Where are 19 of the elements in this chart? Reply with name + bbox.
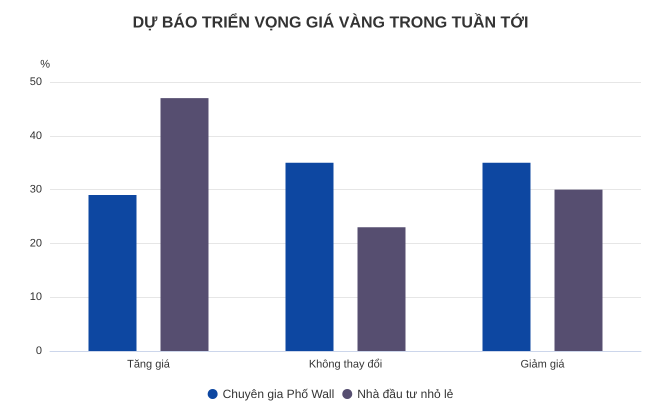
y-tick-label: 0: [36, 345, 42, 357]
chart-title: DỰ BÁO TRIỂN VỌNG GIÁ VÀNG TRONG TUẦN TỚI: [132, 12, 528, 32]
y-tick-label: 20: [30, 237, 42, 250]
y-tick-label: 30: [30, 184, 42, 196]
bar: [482, 162, 530, 351]
legend-label: Nhà đầu tư nhỏ lẻ: [357, 387, 454, 401]
x-tick-label: Giảm giá: [520, 358, 566, 370]
legend-label: Chuyên gia Phố Wall: [222, 387, 334, 401]
bar: [358, 227, 406, 351]
y-tick-label: 50: [30, 76, 42, 88]
y-axis-title: %: [40, 58, 50, 70]
bar: [286, 162, 334, 351]
bar: [160, 98, 208, 351]
bar: [88, 194, 136, 351]
bar: [554, 190, 602, 351]
x-tick-label: Không thay đổi: [308, 358, 382, 370]
x-tick-label: Tăng giá: [127, 358, 171, 370]
y-tick-label: 40: [30, 130, 42, 142]
y-tick-label: 10: [30, 291, 42, 304]
